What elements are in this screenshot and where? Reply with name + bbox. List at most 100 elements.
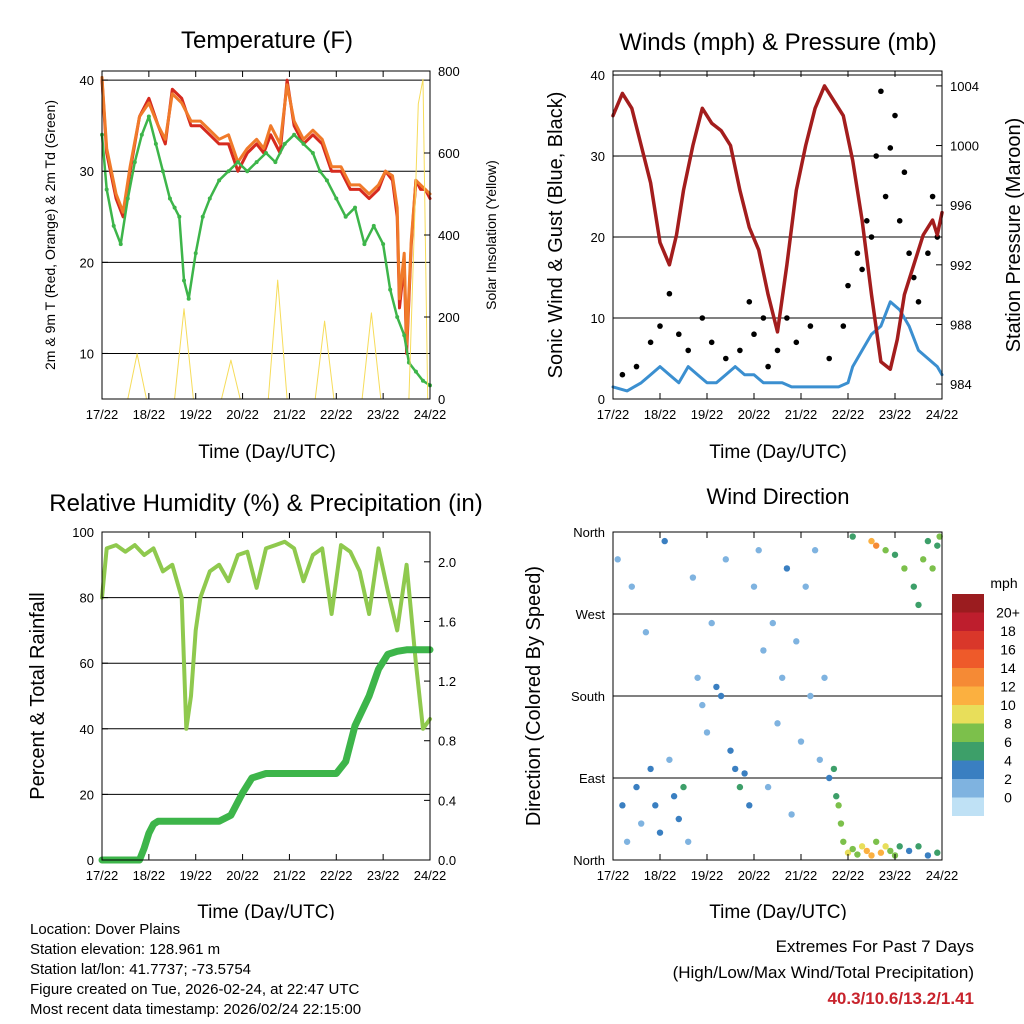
wind-direction-point	[732, 765, 739, 773]
winds-series-gust-point	[929, 193, 936, 200]
rh_precip-x-tick-label: 23/22	[367, 868, 400, 883]
rh_precip-y2-tick-label: 1.2	[438, 674, 456, 689]
winds-series-gust-point	[633, 363, 640, 370]
winds-series-gust-point	[784, 315, 790, 321]
wind-direction-point	[840, 838, 847, 845]
temperature-series-2m-td-point	[334, 196, 339, 201]
temperature-series-2m-td-point	[125, 196, 130, 201]
colorbar-label: 16	[1000, 642, 1016, 658]
wind-direction-point	[703, 729, 711, 736]
wind_direction-title: Wind Direction	[706, 484, 849, 509]
wind-direction-point	[727, 747, 734, 754]
winds-y-axis-label: Sonic Wind & Gust (Blue, Black)	[545, 92, 567, 379]
winds-series-gust-point	[699, 315, 706, 321]
winds-series-gust-point	[774, 347, 781, 354]
temperature-series-2m-td-point	[362, 242, 367, 247]
winds-x-tick-label: 20/22	[738, 407, 771, 422]
winds-series-gust-point	[906, 250, 912, 257]
wind-direction-point	[830, 765, 838, 773]
colorbar-swatch	[952, 594, 984, 613]
winds-y-tick-label: 0	[598, 392, 605, 407]
wind-direction-point	[934, 849, 941, 856]
station-location: Location: Dover Plains	[30, 921, 181, 938]
wind-direction-point	[623, 838, 631, 845]
winds-y-tick-label: 40	[591, 68, 605, 83]
temperature-series-2m-td-point	[292, 132, 297, 137]
wind-direction-point	[783, 565, 791, 572]
temperature-series-2m-td-point	[177, 214, 182, 219]
wind-direction-point	[647, 765, 654, 773]
winds-series-gust-point	[873, 153, 879, 159]
wind_direction-y-tick-label: East	[579, 771, 605, 786]
wind-direction-point	[934, 542, 941, 549]
temperature-series-2m-td-point	[353, 205, 358, 210]
temperature-plot-frame	[101, 70, 431, 400]
temperature-y2-axis-label: Solar Insolation (Yellow)	[483, 160, 499, 310]
winds-series-gust-point	[901, 169, 908, 176]
wind-direction-point	[882, 843, 889, 850]
wind-direction-point	[929, 565, 936, 572]
winds-y2-tick-label: 1004	[950, 79, 979, 94]
wind-direction-point	[628, 583, 635, 590]
wind-direction-point	[896, 843, 903, 850]
colorbar-swatch	[952, 760, 984, 779]
wind-direction-point	[915, 843, 922, 850]
wind_direction-y-axis-label: Direction (Colored By Speed)	[523, 566, 545, 826]
winds-series-gust-point	[657, 323, 663, 329]
temperature-title: Temperature (F)	[181, 27, 353, 54]
wind_direction-x-tick-label: 24/22	[926, 868, 959, 883]
rh_precip-x-tick-label: 21/22	[273, 868, 306, 883]
temperature-series-2m-td-point	[282, 141, 287, 146]
winds-series-gust-point	[845, 282, 851, 289]
temperature-x-tick-label: 22/22	[320, 407, 353, 422]
wind_direction-x-tick-label: 21/22	[785, 868, 818, 883]
winds-series-station-pressure-line	[611, 84, 944, 371]
wind-direction-point	[920, 556, 927, 563]
rh_precip-y-tick-label: 100	[72, 525, 94, 540]
colorbar-label: 10	[1000, 697, 1016, 713]
temperature-y-axis-label: 2m & 9m T (Red, Orange) & 2m Td (Green)	[42, 100, 58, 370]
temperature-x-tick-label: 20/22	[226, 407, 259, 422]
wind-direction-point	[858, 843, 866, 850]
rh_precip-y2-tick-label: 0.8	[438, 734, 456, 749]
wind-direction-point	[694, 674, 701, 681]
temperature-y2-tick-label: 400	[438, 228, 460, 243]
rh_precip-y-tick-label: 60	[80, 656, 94, 671]
temperature-y-tick-label: 40	[80, 73, 94, 88]
wind-direction-point	[699, 701, 706, 709]
wind-direction-point	[746, 802, 753, 809]
winds-y-tick-label: 10	[591, 311, 605, 326]
temperature-series-2m-td-point	[264, 151, 268, 155]
wind-direction-point	[736, 783, 744, 791]
temperature-series-2m-td-point	[273, 160, 278, 165]
temperature-series-2m-td-point	[381, 242, 386, 247]
wind-direction-point	[924, 537, 932, 545]
winds-series-gust-point	[911, 274, 917, 281]
wind-direction-point	[816, 756, 823, 763]
colorbar-swatch	[952, 631, 984, 650]
colorbar-swatch	[952, 705, 984, 724]
wind-direction-point	[844, 849, 852, 856]
colorbar-label: 6	[1004, 734, 1012, 750]
temperature-series-2m-td-point	[207, 196, 212, 201]
colorbar-label: 12	[1000, 679, 1016, 695]
temperature-series-2m-td-point	[167, 196, 172, 201]
wind-direction-point	[891, 551, 899, 558]
wind_direction-x-tick-label: 18/22	[644, 868, 677, 883]
winds-y2-tick-label: 996	[950, 198, 972, 213]
temperature-series-2m-td-point	[324, 178, 329, 183]
wind-direction-point	[849, 533, 856, 540]
winds-series-gust-point	[826, 355, 832, 362]
wind-direction-point	[924, 852, 932, 859]
temperature-x-tick-label: 24/22	[414, 407, 447, 422]
wind-direction-point	[717, 692, 725, 700]
wind-direction-point	[661, 537, 668, 545]
temperature-series-2m-td-point	[402, 333, 407, 338]
winds-x-tick-label: 23/22	[879, 407, 912, 422]
temperature-series-2m-td-line	[100, 115, 432, 387]
wind-direction-point	[750, 583, 758, 590]
wind-direction-point	[837, 820, 845, 827]
winds-series-gust-point	[887, 145, 894, 151]
wind-direction-point	[685, 838, 692, 845]
wind-direction-point	[833, 793, 840, 800]
